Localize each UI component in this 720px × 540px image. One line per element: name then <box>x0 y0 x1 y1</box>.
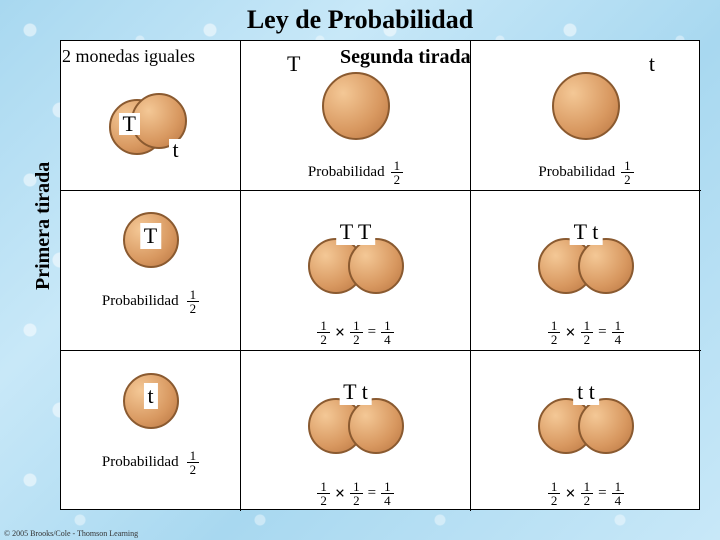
coin-pair-icon: T t <box>107 91 195 169</box>
multiply-icon: × <box>335 322 345 343</box>
outcome-cell: T t 12 × 12 = 14 <box>471 191 701 351</box>
pair-label: t t <box>573 379 599 405</box>
fraction: 12 <box>621 159 634 186</box>
probability-row: Probabilidad 12 <box>471 159 701 186</box>
coin-pair-icon <box>536 396 636 456</box>
prob-label: Probabilidad <box>308 164 385 181</box>
coin-label: T <box>119 113 140 135</box>
col-letter: T <box>283 53 304 75</box>
calculation: 12 × 12 = 14 <box>471 319 701 346</box>
outcome-cell: T t 12 × 12 = 14 <box>241 351 471 511</box>
row-header: T Probabilidad 12 <box>61 191 241 351</box>
col-letter: t <box>645 53 659 75</box>
y-axis-label: Primera tirada <box>32 162 55 290</box>
probability-row: Probabilidad 12 <box>61 288 240 315</box>
prob-label: Probabilidad <box>102 293 179 310</box>
multiply-icon: × <box>565 322 575 343</box>
pair-label: T T <box>336 219 376 245</box>
coin-label: t <box>169 139 183 161</box>
coin-icon <box>552 72 620 140</box>
calculation: 12 × 12 = 14 <box>241 480 470 507</box>
prob-label: Probabilidad <box>538 164 615 181</box>
x-axis-label: Segunda tirada <box>340 46 471 69</box>
multiply-icon: × <box>565 483 575 504</box>
page-title: Ley de Probabilidad <box>0 0 720 37</box>
copyright-footer: © 2005 Brooks/Cole - Thomson Learning <box>4 529 138 538</box>
calculation: 12 × 12 = 14 <box>241 319 470 346</box>
multiply-icon: × <box>335 483 345 504</box>
col-header: t Probabilidad 12 <box>471 41 701 191</box>
coin-icon <box>322 72 390 140</box>
probability-row: Probabilidad 12 <box>241 159 470 186</box>
row-letter: T <box>140 223 161 249</box>
fraction: 12 <box>187 449 200 476</box>
prob-label: Probabilidad <box>102 454 179 471</box>
row-letter: t <box>143 383 157 409</box>
outcome-cell: t t 12 × 12 = 14 <box>471 351 701 511</box>
row-header: t Probabilidad 12 <box>61 351 241 511</box>
fraction: 12 <box>187 288 200 315</box>
probability-row: Probabilidad 12 <box>61 449 240 476</box>
outcome-cell: T T 12 × 12 = 14 <box>241 191 471 351</box>
pair-label: T t <box>339 379 372 405</box>
calculation: 12 × 12 = 14 <box>471 480 701 507</box>
fraction: 12 <box>391 159 404 186</box>
pair-label: T t <box>570 219 603 245</box>
punnett-square: T t T Probabilidad 12 t Probabilidad 12 <box>60 40 700 510</box>
coin-pair-icon <box>306 396 406 456</box>
corner-label: 2 monedas iguales <box>62 46 195 67</box>
